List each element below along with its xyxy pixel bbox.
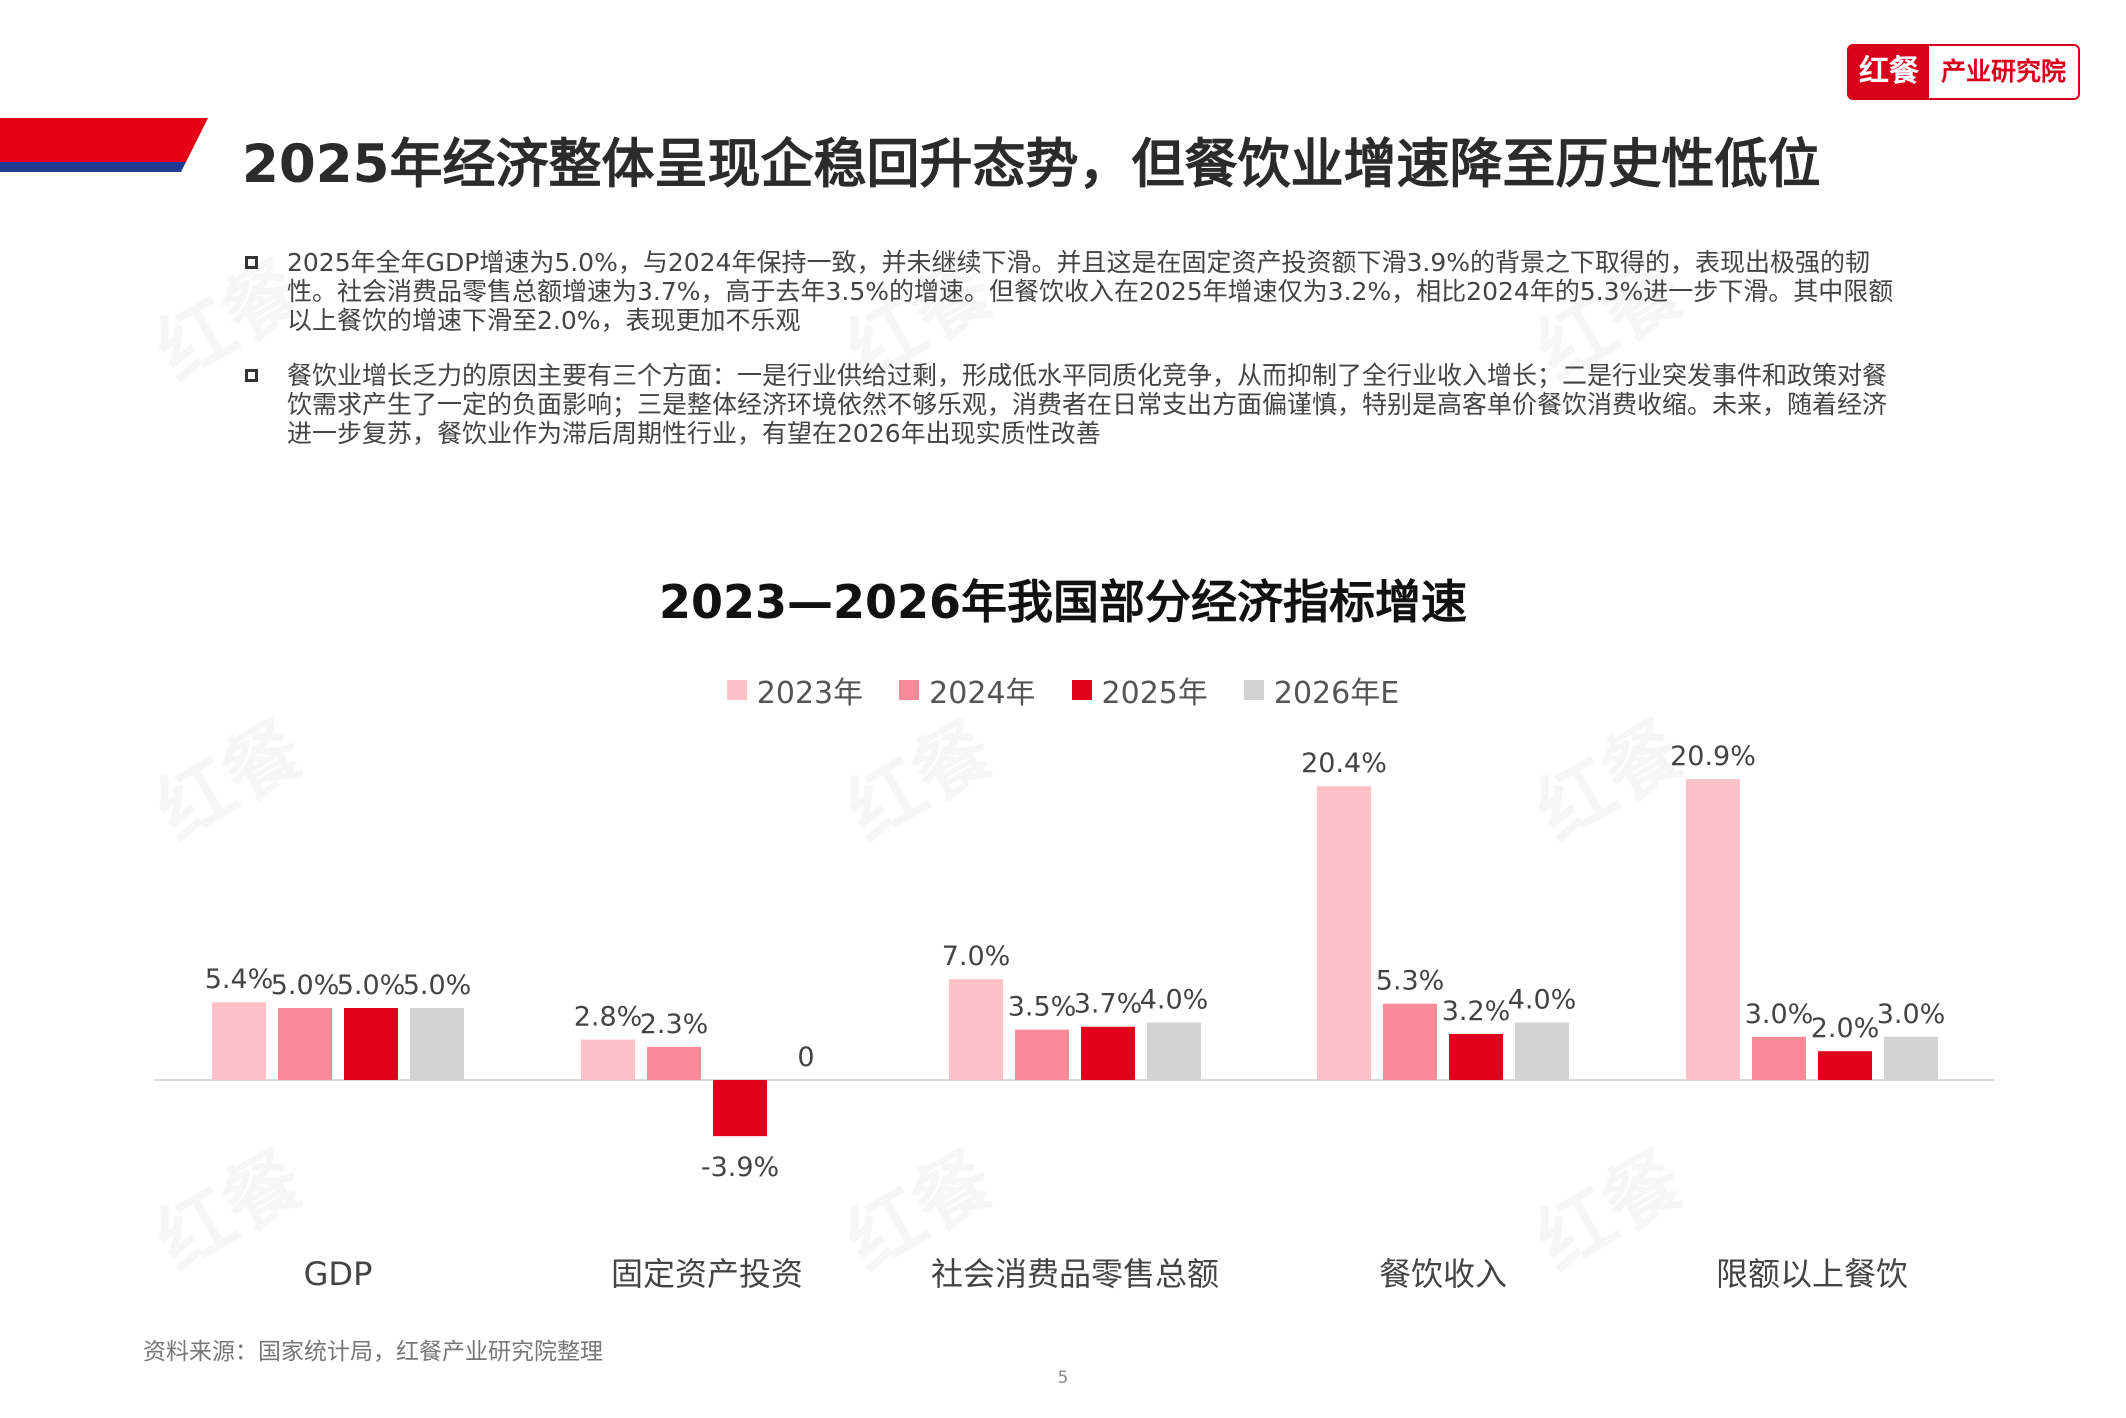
legend-label: 2024年 [929,676,1036,711]
data-label: 5.0% [403,970,472,1001]
square-bullet-icon [245,369,258,382]
data-label: 4.0% [1140,984,1209,1015]
category-label: 餐饮收入 [1379,1255,1507,1293]
source-note: 资料来源：国家统计局，红餐产业研究院整理 [143,1339,603,1365]
bar [1515,1022,1569,1080]
data-label: 5.0% [337,970,406,1001]
data-label: 3.7% [1074,989,1143,1020]
data-label: 4.0% [1508,984,1577,1015]
brand-logo: 红餐 产业研究院 [1846,44,2080,100]
bar [581,1039,635,1080]
square-bullet-icon [245,256,258,269]
bullet-text: 2025年全年GDP增速为5.0%，与2024年保持一致，并未继续下滑。并且这是… [287,248,1894,335]
bar [1317,786,1371,1080]
legend-item: 2024年 [899,668,1036,712]
data-label: -3.9% [701,1152,779,1183]
brand-logo-text: 产业研究院 [1940,57,2066,86]
data-label: 2.3% [640,1009,709,1040]
legend-item: 2023年 [726,668,864,712]
bar [647,1046,701,1080]
bar [278,1008,332,1080]
data-label: 3.0% [1745,999,1814,1030]
category-label: 限额以上餐饮 [1716,1255,1908,1293]
legend-swatch [1071,680,1092,700]
bar [949,979,1003,1080]
bar [1686,779,1740,1080]
bullet-text: 餐饮业增长乏力的原因主要有三个方面：一是行业供给过剩，形成低水平同质化竞争，从而… [287,361,1888,448]
legend-swatch [899,680,920,700]
data-label: 3.2% [1442,996,1511,1027]
data-label: 20.4% [1301,748,1387,779]
bar [1081,1026,1135,1080]
legend-item: 2025年 [1071,668,1208,712]
legend-swatch [726,680,747,700]
page-title: 2025年经济整体呈现企稳回升态势，但餐饮业增速降至历史性低位 [242,134,1821,195]
data-label: 5.0% [271,970,340,1001]
data-label: 7.0% [942,941,1011,972]
bar [1015,1029,1069,1080]
legend-label: 2025年 [1101,676,1208,711]
bar [410,1008,464,1080]
category-label: 固定资产投资 [611,1255,803,1293]
bar [1752,1036,1806,1080]
bullet-list: 2025年全年GDP增速为5.0%，与2024年保持一致，并未继续下滑。并且这是… [245,248,1905,474]
legend-swatch [1243,680,1264,700]
legend-label: 2026年E [1273,676,1400,711]
bar [1818,1051,1872,1080]
chart-title: 2023—2026年我国部分经济指标增速 [658,575,1468,629]
bar [212,1002,266,1080]
bar [1884,1036,1938,1080]
bar [1147,1022,1201,1080]
data-label: 20.9% [1670,741,1756,772]
data-label: 5.3% [1376,966,1445,997]
bar [1383,1003,1437,1080]
category-label: GDP [304,1255,373,1293]
data-label: 3.5% [1008,992,1077,1023]
title-accent-bar [0,118,208,172]
category-label: 社会消费品零售总额 [931,1255,1219,1293]
chart-legend: 2023年 2024年 2025年 2026年E [0,668,2126,712]
data-label: 3.0% [1877,999,1946,1030]
bullet-item: 2025年全年GDP增速为5.0%，与2024年保持一致，并未继续下滑。并且这是… [245,248,1905,335]
legend-item: 2026年E [1243,668,1400,712]
brand-logo-mark: 红餐 [1848,46,1929,98]
bullet-item: 餐饮业增长乏力的原因主要有三个方面：一是行业供给过剩，形成低水平同质化竞争，从而… [245,361,1905,448]
bar [344,1008,398,1080]
data-label: 2.0% [1811,1013,1880,1044]
bar [713,1080,767,1137]
legend-label: 2023年 [756,676,864,711]
bar [1449,1033,1503,1080]
data-label: 0 [797,1042,814,1073]
data-label: 2.8% [574,1002,643,1033]
page-number: 5 [1057,1368,1069,1388]
data-label: 5.4% [205,964,274,995]
